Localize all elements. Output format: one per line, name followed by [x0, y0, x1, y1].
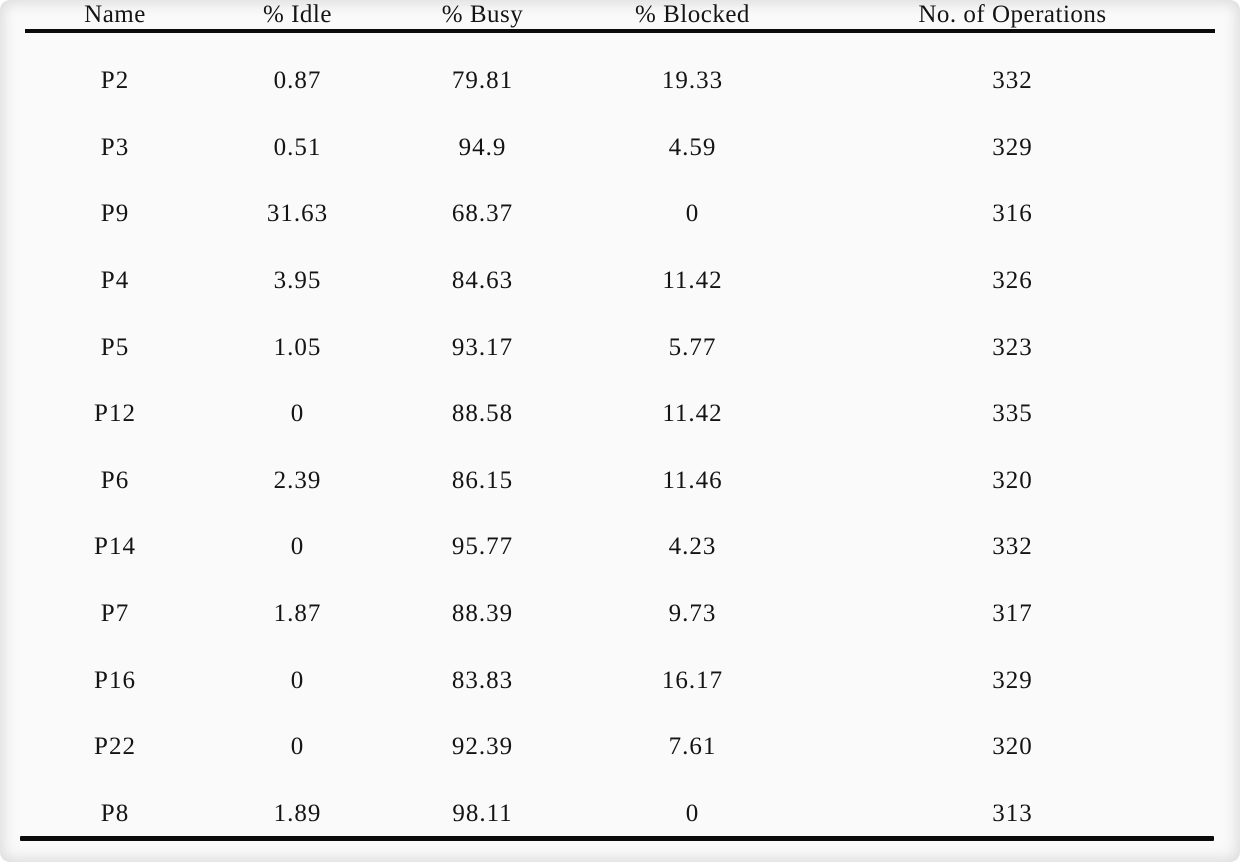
cell-idle: 0.87 [273, 67, 322, 95]
table-row: P22 0 92.39 7.61 320 [25, 714, 1215, 781]
cell-blocked: 11.46 [662, 466, 723, 494]
cell-idle: 0 [290, 400, 305, 428]
table-header-row: Name % Idle % Busy % Blocked No. of Oper… [25, 0, 1215, 33]
cell-busy: 95.77 [451, 533, 514, 561]
cell-idle: 0 [290, 733, 305, 761]
cell-operations: 320 [992, 466, 1033, 494]
table-row: P9 31.63 68.37 0 316 [25, 181, 1215, 248]
cell-idle: 0 [290, 533, 305, 561]
cell-name: P12 [94, 400, 136, 428]
cell-name: P2 [100, 67, 130, 95]
cell-operations: 316 [992, 200, 1033, 228]
cell-operations: 317 [992, 600, 1033, 628]
cell-idle: 1.87 [273, 600, 322, 628]
cell-name: P4 [100, 267, 130, 295]
cell-idle: 0.51 [273, 133, 322, 161]
table-row: P12 0 88.58 11.42 335 [25, 381, 1215, 448]
cell-operations: 335 [992, 400, 1033, 428]
cell-name: P22 [94, 733, 136, 761]
cell-blocked: 7.61 [668, 733, 717, 761]
cell-idle: 31.63 [266, 200, 329, 228]
cell-operations: 329 [992, 133, 1033, 161]
column-header-name: Name [84, 0, 146, 28]
cell-idle: 1.05 [273, 333, 322, 361]
cell-busy: 92.39 [451, 733, 514, 761]
table-row: P7 1.87 88.39 9.73 317 [25, 581, 1215, 648]
cell-blocked: 0 [685, 200, 700, 228]
cell-operations: 329 [992, 666, 1033, 694]
cell-busy: 98.11 [452, 799, 513, 827]
cell-busy: 86.15 [451, 466, 514, 494]
column-header-operations: No. of Operations [918, 0, 1107, 28]
cell-busy: 93.17 [451, 333, 514, 361]
process-utilization-table: Name % Idle % Busy % Blocked No. of Oper… [25, 0, 1215, 847]
table-row: P3 0.51 94.9 4.59 329 [25, 115, 1215, 182]
table-row: P5 1.05 93.17 5.77 323 [25, 314, 1215, 381]
cell-name: P8 [100, 799, 130, 827]
cell-operations: 332 [992, 67, 1033, 95]
table-row: P4 3.95 84.63 11.42 326 [25, 248, 1215, 315]
cell-blocked: 16.17 [661, 666, 724, 694]
cell-name: P9 [100, 200, 130, 228]
cell-busy: 84.63 [451, 267, 514, 295]
cell-blocked: 11.42 [662, 400, 723, 428]
cell-busy: 88.58 [451, 400, 514, 428]
cell-name: P5 [100, 333, 130, 361]
cell-blocked: 9.73 [668, 600, 717, 628]
cell-busy: 83.83 [451, 666, 514, 694]
cell-busy: 79.81 [451, 67, 514, 95]
cell-idle: 2.39 [273, 466, 322, 494]
table-row: P6 2.39 86.15 11.46 320 [25, 448, 1215, 515]
cell-operations: 332 [992, 533, 1033, 561]
table-row: P2 0.87 79.81 19.33 332 [25, 48, 1215, 115]
cell-busy: 94.9 [458, 133, 507, 161]
column-header-blocked: % Blocked [635, 0, 750, 28]
cell-blocked: 11.42 [662, 267, 723, 295]
cell-name: P16 [94, 666, 136, 694]
cell-blocked: 0 [685, 799, 700, 827]
cell-busy: 68.37 [451, 200, 514, 228]
cell-idle: 1.89 [273, 799, 322, 827]
cell-blocked: 19.33 [661, 67, 724, 95]
cell-idle: 3.95 [273, 267, 322, 295]
cell-operations: 323 [992, 333, 1033, 361]
cell-name: P7 [100, 600, 130, 628]
column-header-busy: % Busy [441, 0, 524, 28]
cell-name: P6 [100, 466, 130, 494]
table-row: P8 1.89 98.11 0 313 [25, 781, 1215, 848]
cell-operations: 320 [992, 733, 1033, 761]
table-bottom-rule [20, 836, 1214, 841]
cell-blocked: 4.23 [668, 533, 717, 561]
cell-idle: 0 [290, 666, 305, 694]
cell-name: P14 [94, 533, 136, 561]
cell-name: P3 [100, 133, 130, 161]
cell-busy: 88.39 [451, 600, 514, 628]
table-row: P16 0 83.83 16.17 329 [25, 647, 1215, 714]
cell-operations: 313 [992, 799, 1033, 827]
column-header-idle: % Idle [263, 0, 332, 28]
table-body: P2 0.87 79.81 19.33 332 P3 0.51 94.9 4.59 329 P9 31… [25, 33, 1215, 847]
table-row: P14 0 95.77 4.23 332 [25, 514, 1215, 581]
cell-operations: 326 [992, 267, 1033, 295]
cell-blocked: 5.77 [668, 333, 717, 361]
cell-blocked: 4.59 [668, 133, 717, 161]
